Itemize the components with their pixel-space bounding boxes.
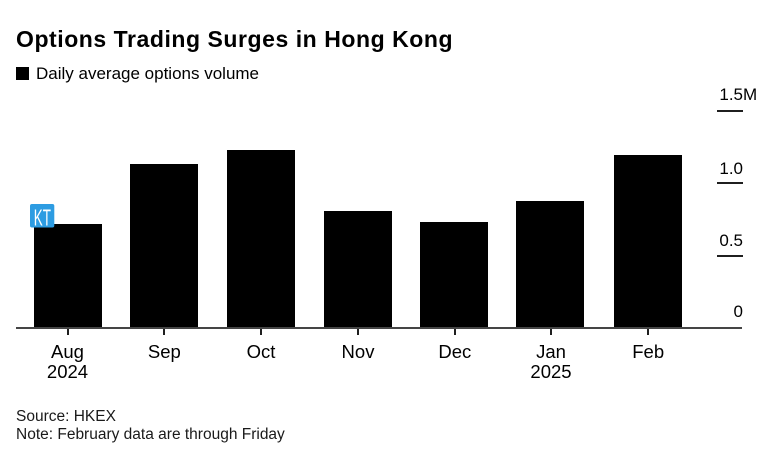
svg-text:KT: KT [34,204,51,227]
